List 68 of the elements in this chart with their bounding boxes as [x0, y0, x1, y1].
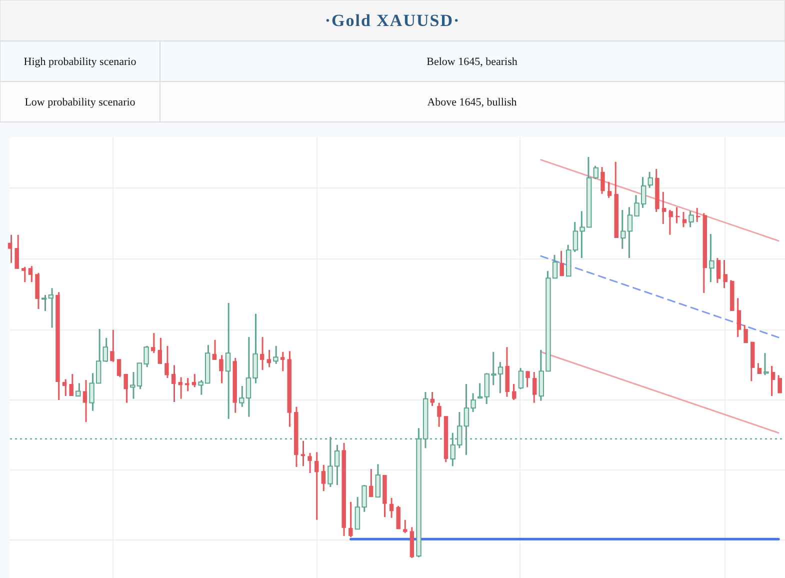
candlestick — [185, 377, 190, 392]
candlestick — [736, 297, 742, 338]
candlestick — [219, 354, 224, 384]
candlestick — [778, 374, 782, 394]
candlestick — [164, 345, 169, 379]
candlestick — [82, 379, 88, 423]
candlestick — [178, 376, 182, 400]
candlestick — [158, 337, 162, 365]
candlestick — [348, 501, 353, 538]
candlestick — [723, 259, 728, 289]
candlestick — [662, 191, 666, 225]
candlestick — [321, 464, 326, 492]
candlestick — [22, 266, 26, 283]
candlestick — [102, 337, 108, 363]
candlestick — [260, 336, 264, 371]
candlestick — [593, 165, 599, 180]
candlestick — [314, 451, 319, 521]
candlestick — [526, 370, 530, 388]
candlestick — [607, 181, 612, 199]
candlestick — [76, 382, 81, 397]
candlestick — [389, 497, 394, 519]
candlestick — [116, 358, 122, 378]
candlestick — [396, 505, 400, 530]
candlestick — [757, 362, 762, 375]
candlestick — [403, 519, 408, 534]
candlestick — [124, 373, 128, 404]
candlestick — [560, 250, 564, 277]
candlestick — [668, 209, 673, 236]
candlestick — [648, 171, 654, 189]
candlestick — [368, 468, 374, 498]
candlestick — [375, 463, 381, 498]
text: Above 1645, bullish — [427, 96, 518, 108]
candlestick — [682, 211, 687, 228]
candlestick — [225, 302, 231, 420]
candlestick — [150, 332, 156, 354]
candlestick — [512, 383, 516, 401]
candlestick — [518, 367, 524, 390]
candlestick — [14, 234, 19, 270]
candlestick — [532, 371, 537, 404]
candlestick — [744, 324, 748, 344]
candlestick — [430, 391, 435, 407]
candlestick — [110, 329, 114, 363]
candlestick — [41, 294, 47, 312]
candlestick — [308, 452, 312, 474]
candlestick — [716, 257, 721, 284]
candlestick — [300, 440, 306, 467]
candlestick — [266, 349, 272, 368]
chart-title: ·Gold XAUUSD· — [324, 11, 460, 30]
candlestick — [280, 351, 285, 372]
candlestick — [28, 265, 33, 283]
text: Low probability scenario — [24, 96, 136, 108]
text: Below 1645, bearish — [426, 56, 518, 68]
candlestick — [273, 345, 278, 365]
candlestick — [688, 210, 694, 228]
candlestick — [770, 365, 776, 397]
candlestick — [212, 339, 217, 361]
candlestick — [48, 287, 54, 329]
candlestick — [8, 234, 12, 264]
candlestick — [764, 352, 769, 376]
text: High probability scenario — [24, 56, 137, 68]
candlestick — [171, 364, 176, 403]
candlestick — [709, 233, 714, 283]
candlestick — [62, 378, 67, 397]
candlestick — [477, 382, 483, 399]
candlestick — [69, 373, 74, 397]
candlestick — [600, 166, 605, 195]
candlestick — [437, 402, 442, 428]
candlestick — [676, 206, 680, 224]
